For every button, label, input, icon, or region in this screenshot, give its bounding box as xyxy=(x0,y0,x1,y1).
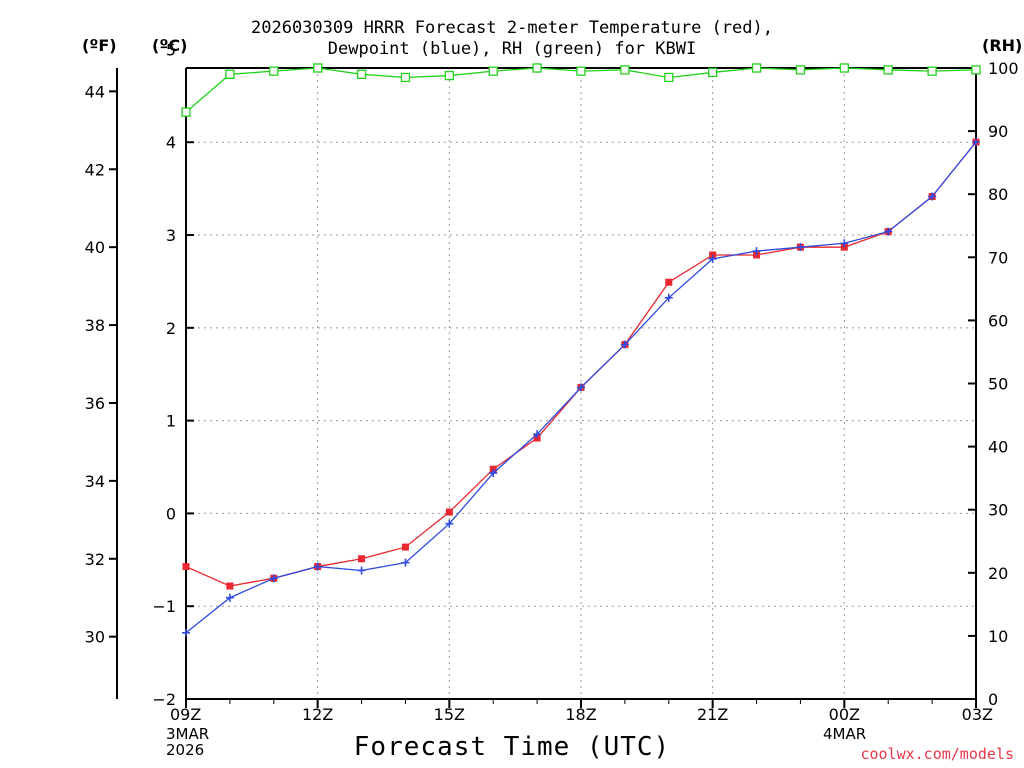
rh-marker xyxy=(400,72,411,83)
rh-tick-label: 50 xyxy=(988,375,1008,394)
rh-tick-label: 80 xyxy=(988,185,1008,204)
date-label-next-day: 4MAR xyxy=(823,725,867,743)
dewpoint-marker xyxy=(313,562,322,571)
dewpoint-marker xyxy=(840,239,849,248)
fahrenheit-tick-label: 40 xyxy=(85,238,105,257)
fahrenheit-tick-label: 42 xyxy=(85,160,105,179)
x-tick-label: 21Z xyxy=(697,705,728,724)
dewpoint-marker xyxy=(357,566,366,575)
celsius-axis-label: (ºC) xyxy=(152,36,188,55)
date-label-start-line-2: 2026 xyxy=(166,741,205,759)
rh-marker xyxy=(620,65,630,75)
dewpoint-marker xyxy=(884,227,893,236)
dewpoint-marker xyxy=(269,574,278,583)
dewpoint-marker xyxy=(225,593,234,602)
dewpoint-marker xyxy=(577,383,585,392)
rh-marker xyxy=(532,63,542,73)
chart-title-line-2: Dewpoint (blue), RH (green) for KBWI xyxy=(327,39,697,59)
dewpoint-marker xyxy=(401,558,410,567)
rh-marker xyxy=(839,63,849,73)
rh-marker xyxy=(488,66,498,76)
x-tick-label: 18Z xyxy=(565,705,596,724)
rh-marker xyxy=(444,70,454,81)
rh-marker xyxy=(269,66,279,76)
celsius-tick-label: 3 xyxy=(166,226,176,245)
rh-marker xyxy=(751,63,762,73)
rh-tick-label: 30 xyxy=(988,501,1008,520)
temperature-marker xyxy=(665,278,673,286)
rh-tick-label: 40 xyxy=(988,438,1008,457)
rh-marker xyxy=(883,65,893,75)
rh-marker xyxy=(181,107,191,117)
celsius-tick-label: 2 xyxy=(166,319,176,338)
fahrenheit-tick-label: 44 xyxy=(85,82,105,101)
rh-marker xyxy=(708,67,718,78)
temperature-marker xyxy=(182,563,190,571)
chart-title-line-1: 2026030309 HRRR Forecast 2-meter Tempera… xyxy=(251,18,773,38)
x-tick-label: 00Z xyxy=(829,705,860,724)
rh-tick-label: 0 xyxy=(988,690,998,709)
rh-marker xyxy=(225,69,235,79)
dewpoint-marker xyxy=(182,628,190,637)
temperature-marker xyxy=(358,555,366,563)
fahrenheit-axis-label: (ºF) xyxy=(82,36,117,55)
dewpoint-marker xyxy=(928,192,937,201)
celsius-tick-label: 1 xyxy=(166,412,176,431)
dewpoint-marker xyxy=(489,469,498,478)
dewpoint-marker xyxy=(620,340,629,349)
fahrenheit-tick-label: 36 xyxy=(85,394,105,413)
rh-axis-label: (RH) xyxy=(982,36,1023,55)
rh-tick-label: 10 xyxy=(988,627,1008,646)
rh-marker xyxy=(795,65,806,75)
x-tick-label: 15Z xyxy=(434,705,465,724)
x-tick-label: 03Z xyxy=(962,705,993,724)
fahrenheit-tick-label: 30 xyxy=(85,628,105,647)
rh-marker xyxy=(664,72,674,83)
fahrenheit-tick-label: 34 xyxy=(85,472,105,491)
temperature-marker xyxy=(226,582,234,590)
dewpoint-marker xyxy=(664,293,673,302)
rh-tick-label: 70 xyxy=(988,248,1008,267)
rh-marker xyxy=(971,65,981,75)
dewpoint-marker xyxy=(445,519,454,528)
dewpoint-marker xyxy=(533,430,542,439)
celsius-tick-label: −1 xyxy=(152,597,176,616)
rh-tick-label: 20 xyxy=(988,564,1008,583)
rh-marker xyxy=(576,66,586,76)
rh-marker xyxy=(313,63,323,73)
temperature-marker xyxy=(401,543,409,551)
rh-tick-label: 100 xyxy=(988,59,1019,78)
dewpoint-marker xyxy=(796,243,805,252)
rh-tick-label: 90 xyxy=(988,122,1008,141)
fahrenheit-tick-label: 32 xyxy=(85,550,105,569)
temperature-marker xyxy=(445,508,453,516)
x-axis-title: Forecast Time (UTC) xyxy=(353,732,671,762)
celsius-tick-label: −2 xyxy=(152,690,176,709)
fahrenheit-tick-label: 38 xyxy=(85,316,105,335)
x-tick-label: 12Z xyxy=(302,705,333,724)
dewpoint-marker xyxy=(708,254,717,263)
dewpoint-marker xyxy=(752,247,761,256)
source-credit[interactable]: coolwx.com/models xyxy=(860,745,1014,763)
rh-tick-label: 60 xyxy=(988,311,1008,330)
celsius-tick-label: 5 xyxy=(166,40,176,59)
x-tick-label: 09Z xyxy=(170,705,201,724)
rh-marker xyxy=(356,69,367,79)
rh-marker xyxy=(927,66,937,76)
date-label-start-line-1: 3MAR xyxy=(166,725,210,743)
dewpoint-marker xyxy=(972,138,980,147)
celsius-tick-label: 4 xyxy=(166,133,176,152)
celsius-tick-label: 0 xyxy=(166,504,176,523)
